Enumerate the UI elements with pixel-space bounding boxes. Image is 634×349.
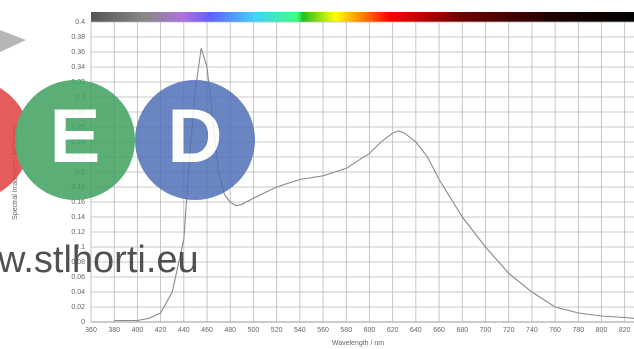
- x-axis-label: Wavelength / nm: [332, 340, 384, 347]
- arrow-icon: [0, 30, 26, 52]
- y-tick-label: 0.16: [71, 199, 85, 206]
- y-tick-label: 0.14: [71, 214, 85, 221]
- y-tick-label: 0: [81, 319, 85, 326]
- watermark-url: w.stlhorti.eu: [0, 239, 199, 281]
- x-tick-label: 660: [433, 327, 445, 334]
- y-tick-label: 0.1: [75, 244, 85, 251]
- x-tick-label: 440: [178, 327, 190, 334]
- x-tick-label: 720: [503, 327, 515, 334]
- x-tick-label: 700: [480, 327, 492, 334]
- x-tick-label: 640: [410, 327, 422, 334]
- y-tick-label: 0.4: [75, 19, 85, 26]
- watermark: E D w.stlhorti.eu: [0, 30, 255, 281]
- x-tick-label: 480: [224, 327, 236, 334]
- x-tick-label: 760: [549, 327, 561, 334]
- x-tick-label: 400: [132, 327, 144, 334]
- x-tick-label: 360: [85, 327, 97, 334]
- logo-letter: D: [168, 94, 223, 179]
- x-tick-label: 620: [387, 327, 399, 334]
- x-tick-label: 600: [364, 327, 376, 334]
- y-tick-label: 0.36: [71, 49, 85, 56]
- x-tick-label: 680: [456, 327, 468, 334]
- x-tick-label: 580: [340, 327, 352, 334]
- x-tick-label: 420: [155, 327, 167, 334]
- x-tick-label: 500: [248, 327, 260, 334]
- y-tick-label: 0.08: [71, 259, 85, 266]
- y-tick-label: 0.38: [71, 34, 85, 41]
- spectrum-bar: [91, 12, 634, 22]
- x-tick-label: 820: [619, 327, 631, 334]
- y-tick-label: 0.12: [71, 229, 85, 236]
- x-tick-label: 780: [572, 327, 584, 334]
- x-tick-label: 560: [317, 327, 329, 334]
- y-tick-label: 0.06: [71, 274, 85, 281]
- logo-circle: [15, 80, 135, 200]
- y-tick-label: 0.02: [71, 304, 85, 311]
- x-tick-label: 520: [271, 327, 283, 334]
- x-tick-label: 800: [596, 327, 608, 334]
- x-tick-label: 380: [108, 327, 120, 334]
- x-tick-label: 740: [526, 327, 538, 334]
- logo-letter: E: [50, 94, 101, 179]
- y-tick-label: 0.34: [71, 64, 85, 71]
- y-tick-label: 0.04: [71, 289, 85, 296]
- x-tick-label: 460: [201, 327, 213, 334]
- logo-circle: [135, 80, 255, 200]
- x-tick-label: 540: [294, 327, 306, 334]
